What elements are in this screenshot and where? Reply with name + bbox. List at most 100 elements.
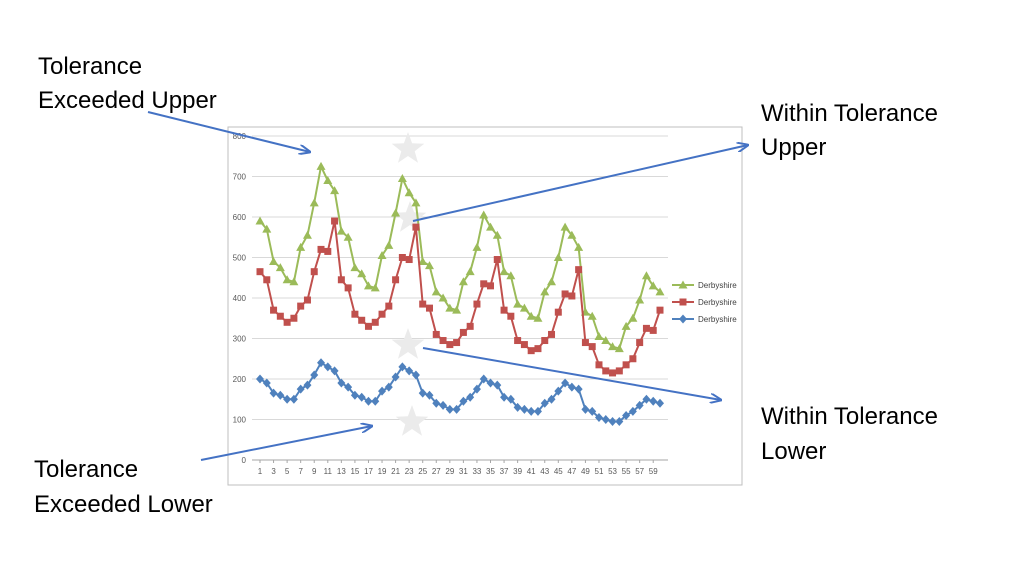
data-point xyxy=(628,313,638,322)
data-point xyxy=(262,224,272,233)
data-point xyxy=(445,404,454,414)
data-point xyxy=(655,287,665,296)
data-point xyxy=(642,394,651,404)
data-point xyxy=(506,271,516,280)
data-point xyxy=(621,321,631,330)
data-point xyxy=(642,324,650,332)
data-point xyxy=(269,388,278,398)
data-point xyxy=(594,331,604,340)
data-point xyxy=(527,406,536,416)
data-point xyxy=(432,398,441,408)
data-point xyxy=(548,330,556,338)
data-point xyxy=(459,396,468,406)
data-point xyxy=(391,208,401,217)
data-point xyxy=(419,300,427,308)
data-point xyxy=(439,400,448,410)
series-triangle xyxy=(255,161,665,353)
data-point xyxy=(472,242,482,251)
legend-label: Derbyshire xyxy=(698,281,737,290)
y-tick-label: 100 xyxy=(233,416,247,425)
data-point xyxy=(289,394,298,404)
data-point xyxy=(425,304,433,312)
data-point xyxy=(609,369,617,377)
annotation-exceeded-upper-line1: Tolerance xyxy=(38,53,142,80)
data-point xyxy=(324,247,332,255)
data-point xyxy=(438,293,448,302)
data-point xyxy=(635,400,644,410)
x-tick-label: 27 xyxy=(432,467,441,476)
data-point xyxy=(479,374,488,384)
data-point xyxy=(568,292,576,300)
data-point xyxy=(270,306,278,314)
data-point xyxy=(309,198,319,207)
x-tick-label: 13 xyxy=(337,467,346,476)
data-point xyxy=(473,300,481,308)
data-point xyxy=(358,316,366,324)
x-tick-label: 5 xyxy=(285,467,290,476)
arrow-within-lower xyxy=(422,347,721,400)
data-point xyxy=(622,361,630,369)
data-point xyxy=(581,404,590,414)
legend: Derbyshire Derbyshire Derbyshire xyxy=(672,280,737,324)
data-point xyxy=(540,287,550,296)
y-tick-label: 0 xyxy=(242,456,247,465)
data-point xyxy=(385,302,393,310)
data-point xyxy=(527,347,535,355)
data-point xyxy=(364,322,372,330)
data-point xyxy=(337,378,346,388)
data-point xyxy=(297,302,305,310)
data-point xyxy=(466,392,475,402)
data-point xyxy=(303,380,312,390)
x-tick-label: 1 xyxy=(258,467,263,476)
data-point xyxy=(378,310,386,318)
annotation-within-upper-line1: Within Tolerance xyxy=(761,100,938,127)
data-point xyxy=(351,310,359,318)
tolerance-star-icon xyxy=(391,328,425,359)
data-point xyxy=(472,384,481,394)
y-tick-label: 500 xyxy=(233,254,247,263)
data-point xyxy=(330,186,340,195)
data-point xyxy=(343,232,353,241)
data-point xyxy=(418,388,427,398)
annotation-within-lower-line2: Lower xyxy=(761,438,826,465)
data-point xyxy=(487,282,495,290)
data-point xyxy=(283,394,292,404)
data-point xyxy=(635,295,645,304)
data-point xyxy=(560,222,570,231)
data-point xyxy=(418,257,428,266)
data-point xyxy=(363,281,373,290)
data-point xyxy=(412,223,420,231)
data-point xyxy=(547,277,557,286)
arrow-within-upper xyxy=(412,145,748,222)
data-point xyxy=(567,382,576,392)
data-point xyxy=(424,261,434,270)
data-point xyxy=(615,367,623,375)
data-point xyxy=(357,392,366,402)
legend-label: Derbyshire xyxy=(698,315,737,324)
data-point xyxy=(678,280,688,289)
data-point xyxy=(465,267,475,276)
data-point xyxy=(554,386,563,396)
data-point xyxy=(614,344,624,353)
x-tick-label: 57 xyxy=(635,467,644,476)
y-tick-label: 300 xyxy=(233,335,247,344)
data-point xyxy=(317,245,325,253)
data-point xyxy=(526,311,536,320)
data-point xyxy=(364,396,373,406)
legend-label: Derbyshire xyxy=(698,298,737,307)
annotation-exceeded-lower-line2: Exceeded Lower xyxy=(34,491,213,518)
y-tick-label: 600 xyxy=(233,213,247,222)
data-point xyxy=(587,311,597,320)
data-point xyxy=(405,366,414,376)
data-point xyxy=(398,254,406,261)
data-point xyxy=(601,336,611,345)
x-tick-label: 53 xyxy=(608,467,617,476)
data-point xyxy=(519,303,529,312)
annotation-arrows xyxy=(147,111,748,461)
data-point xyxy=(622,410,631,420)
data-point xyxy=(466,322,474,330)
data-point xyxy=(513,402,522,412)
data-point xyxy=(486,222,496,231)
data-point xyxy=(384,382,393,392)
